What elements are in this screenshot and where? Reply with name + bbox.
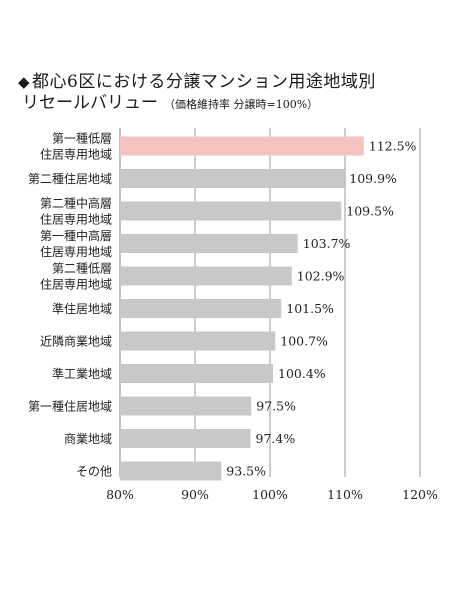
category-label: 住居専用地域 [40, 148, 112, 162]
category-label: 第二種低層 [52, 262, 112, 276]
category-label: 住居専用地域 [40, 278, 112, 292]
category-label: 住居専用地域 [40, 245, 112, 259]
category-label: 第一種中高層 [40, 228, 112, 243]
bar-value-label: 102.9% [297, 269, 345, 284]
bar [120, 234, 298, 253]
category-label: 住居専用地域 [40, 213, 112, 227]
category-label: 準住居地域 [52, 301, 112, 316]
bar [120, 299, 282, 318]
title-text-1: 都心6区における分譲マンション用途地域別 [32, 72, 376, 92]
bar-value-label: 109.5% [346, 204, 394, 219]
category-label: 第二種住居地域 [28, 172, 112, 186]
x-tick-label: 120% [402, 487, 438, 502]
bar-value-label: 112.5% [369, 139, 417, 154]
category-label: 第一種低層 [52, 132, 112, 146]
bar [120, 266, 292, 286]
x-tick-label: 80% [106, 487, 134, 502]
bar [120, 331, 276, 351]
bar [120, 364, 273, 383]
bar [120, 429, 251, 448]
x-tick-label: 100% [252, 487, 288, 502]
bar [120, 136, 364, 156]
bar-value-label: 97.5% [256, 399, 296, 414]
bar [120, 461, 222, 481]
category-label: 第二種中高層 [40, 196, 112, 211]
category-label: 商業地域 [64, 431, 112, 446]
category-label: その他 [76, 465, 112, 479]
bar [120, 169, 345, 188]
chart-title-line2: リセールバリュー （価格維持率 分譲時=100%） [18, 92, 438, 116]
bar-value-label: 93.5% [226, 464, 266, 479]
category-label: 近隣商業地域 [40, 334, 112, 349]
bar-value-label: 103.7% [303, 236, 351, 251]
bar [120, 201, 342, 221]
chart-title-line1: ◆ 都心6区における分譲マンション用途地域別 [18, 72, 438, 92]
category-label: 準工業地域 [52, 366, 112, 381]
category-label: 第一種住居地域 [28, 400, 112, 414]
bar [120, 396, 252, 416]
bar-value-label: 100.7% [280, 334, 328, 349]
bar-value-label: 100.4% [278, 366, 326, 381]
x-tick-label: 90% [181, 487, 209, 502]
title-text-2: リセールバリュー [22, 93, 158, 113]
title-note: （価格維持率 分譲時=100%） [164, 98, 319, 111]
bar-value-label: 101.5% [286, 301, 334, 316]
chart-title: ◆ 都心6区における分譲マンション用途地域別 リセールバリュー （価格維持率 分譲時… [18, 72, 438, 116]
bar-value-label: 109.9% [349, 171, 397, 186]
bar-value-label: 97.4% [256, 431, 296, 446]
x-tick-label: 110% [327, 487, 363, 502]
diamond-icon: ◆ [18, 73, 31, 91]
